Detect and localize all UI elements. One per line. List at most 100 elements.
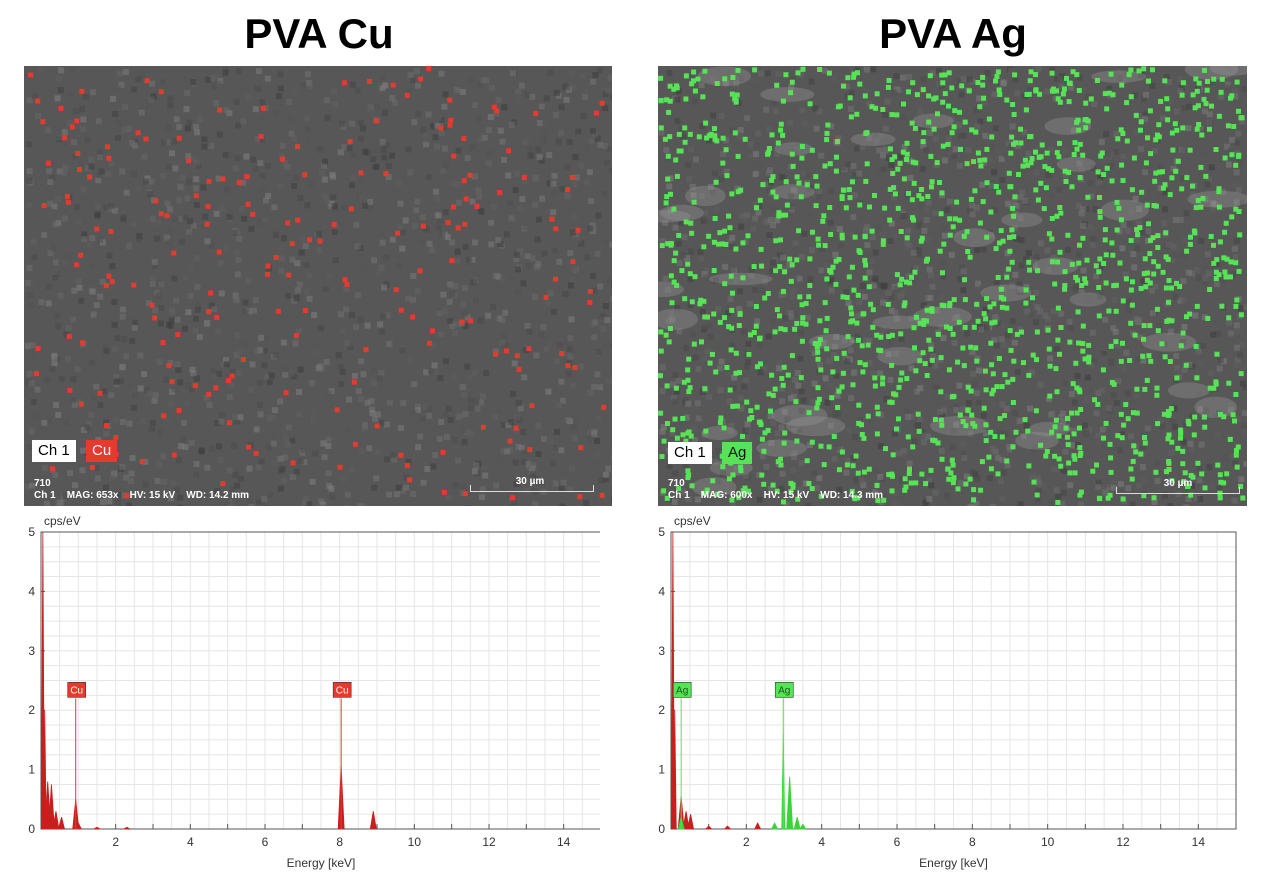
element-dot xyxy=(794,438,800,444)
element-dot xyxy=(507,438,513,444)
element-dot xyxy=(673,385,679,391)
element-dot xyxy=(1011,358,1017,364)
element-dot xyxy=(821,462,827,468)
element-dot xyxy=(674,435,680,441)
element-dot xyxy=(804,458,810,464)
element-dot xyxy=(74,262,80,268)
element-dot xyxy=(809,147,815,153)
element-dot xyxy=(1216,272,1222,278)
element-dot xyxy=(975,80,981,85)
element-dot xyxy=(859,422,864,428)
element-dot xyxy=(799,302,805,308)
element-dot xyxy=(758,361,763,367)
element-dot xyxy=(967,254,973,260)
element-dot xyxy=(722,228,728,234)
element-dot xyxy=(1114,199,1120,205)
element-dot xyxy=(1082,117,1088,123)
element-dot xyxy=(744,399,750,405)
element-dot xyxy=(815,356,821,362)
element-dot xyxy=(510,495,515,501)
element-dot xyxy=(912,269,918,275)
peak-marker: Cu xyxy=(67,682,87,829)
element-dot xyxy=(772,329,778,335)
element-dot xyxy=(1213,381,1219,387)
element-dot xyxy=(872,375,878,381)
element-dot xyxy=(1192,105,1198,111)
element-dot xyxy=(1039,142,1045,148)
element-dot xyxy=(921,321,927,327)
element-dot xyxy=(1088,96,1094,102)
element-dot xyxy=(171,452,177,458)
element-dot xyxy=(1162,354,1168,360)
element-dot xyxy=(817,318,823,324)
element-dot xyxy=(1075,117,1081,123)
element-dot xyxy=(954,199,960,205)
element-dot xyxy=(1145,135,1150,141)
element-dot xyxy=(896,384,902,390)
element-dot xyxy=(699,339,704,345)
element-dot xyxy=(781,499,786,505)
element-dot xyxy=(192,383,198,389)
element-dot xyxy=(947,216,953,222)
element-dot xyxy=(1128,287,1134,293)
element-dot xyxy=(265,263,271,269)
element-dot xyxy=(1077,445,1083,451)
element-dot xyxy=(740,488,746,494)
element-dot xyxy=(1033,149,1038,155)
element-dot xyxy=(1006,266,1012,272)
element-dot xyxy=(1196,122,1202,127)
element-dot xyxy=(979,459,985,465)
element-dot xyxy=(778,121,784,127)
element-dot xyxy=(1165,106,1171,112)
element-dot xyxy=(417,268,423,274)
element-dot xyxy=(1154,392,1160,398)
element-dot xyxy=(768,408,773,414)
element-dot xyxy=(497,190,503,195)
element-dot xyxy=(967,476,973,482)
y-tick-label: 5 xyxy=(28,525,35,539)
element-dot xyxy=(989,134,995,140)
element-dot xyxy=(894,112,900,118)
element-dot xyxy=(1008,347,1014,353)
element-dot xyxy=(741,490,747,496)
element-dot xyxy=(50,466,55,472)
element-dot xyxy=(968,196,974,202)
element-dot xyxy=(774,488,780,494)
element-dot xyxy=(1038,180,1044,186)
element-dot xyxy=(887,186,893,192)
element-dot xyxy=(1054,150,1060,156)
element-dot xyxy=(813,203,819,209)
element-dot xyxy=(691,69,697,75)
element-dot xyxy=(1203,173,1209,179)
element-dot xyxy=(494,108,500,114)
element-dot xyxy=(659,243,665,249)
element-dot xyxy=(1211,260,1217,266)
element-dot xyxy=(1118,127,1124,133)
element-dot xyxy=(1138,286,1144,291)
element-dot xyxy=(1227,436,1233,442)
element-dot xyxy=(1111,283,1117,289)
element-dot xyxy=(1067,339,1073,345)
element-dot xyxy=(462,221,468,227)
element-dot xyxy=(665,421,670,426)
element-dot xyxy=(1107,441,1113,447)
element-dot xyxy=(855,495,861,501)
element-dot xyxy=(856,337,861,343)
element-dot xyxy=(1074,385,1080,391)
element-dot xyxy=(1041,206,1047,212)
element-dot xyxy=(995,471,1001,477)
element-dot xyxy=(664,97,670,103)
element-dot xyxy=(463,196,469,202)
element-dot xyxy=(862,93,868,99)
element-dot xyxy=(988,340,994,346)
element-dot xyxy=(1057,205,1063,210)
element-dot xyxy=(724,173,730,179)
element-dot xyxy=(779,376,785,381)
element-dot xyxy=(280,156,286,162)
element-dot xyxy=(1004,305,1010,311)
element-dot xyxy=(1214,257,1220,263)
element-dot xyxy=(824,346,830,352)
element-dot xyxy=(440,449,446,455)
element-dot xyxy=(1203,101,1209,107)
element-dot xyxy=(770,482,776,488)
